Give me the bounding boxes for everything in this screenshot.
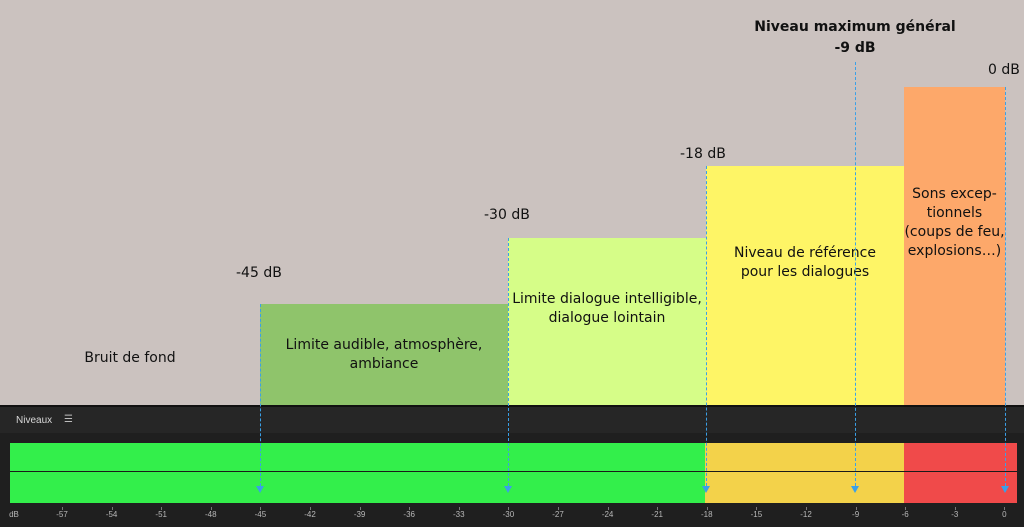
scale-tick-label: -51 bbox=[155, 510, 167, 519]
guide-arrow-minus-45 bbox=[256, 486, 264, 493]
guide-line-minus-30 bbox=[508, 238, 509, 486]
scale-tick-label: -54 bbox=[105, 510, 118, 519]
scale-tick-label: -18 bbox=[701, 510, 713, 519]
guide-arrow-minus-9 bbox=[851, 486, 859, 493]
scale-tick-mark bbox=[558, 507, 559, 510]
guide-line-minus-18 bbox=[706, 166, 707, 486]
scale-tick-mark bbox=[458, 507, 460, 510]
scale-tick-mark bbox=[260, 507, 262, 510]
max-level-value: -9 dB bbox=[834, 40, 876, 56]
guide-arrow-0 bbox=[1001, 486, 1009, 493]
level-label-minus-30: -30 dB bbox=[484, 207, 530, 223]
level-label-minus-45: -45 dB bbox=[236, 265, 282, 281]
scale-tick-mark bbox=[310, 507, 311, 510]
meter-header: Niveaux ☰ bbox=[0, 407, 1024, 433]
scale-tick-mark bbox=[806, 507, 807, 510]
guide-line-minus-45 bbox=[260, 304, 261, 486]
scale-tick-mark bbox=[508, 507, 510, 510]
scale-tick-label: 0 bbox=[1002, 510, 1007, 519]
zone-audible-limit: Limite audible, atmosphère, ambiance bbox=[260, 304, 508, 405]
level-label-0: 0 dB bbox=[988, 62, 1020, 78]
scale-tick-label: dB bbox=[9, 510, 19, 519]
scale-tick-mark bbox=[954, 507, 956, 510]
scale-tick-mark bbox=[62, 507, 63, 510]
zone-exceptional-sounds-label: Sons excep- tionnels (coups de feu, expl… bbox=[904, 186, 1005, 259]
scale-tick-label: -3 bbox=[951, 510, 959, 519]
scale-tick-label: -24 bbox=[601, 510, 614, 519]
scale-tick-label: -33 bbox=[453, 510, 465, 519]
scale-tick-mark bbox=[359, 507, 361, 510]
scale-tick-label: -21 bbox=[651, 510, 663, 519]
scale-tick-label: -15 bbox=[750, 510, 763, 519]
zone-background-noise: Bruit de fond bbox=[0, 340, 260, 376]
scale-tick-mark bbox=[161, 507, 163, 510]
scale-tick-label: -6 bbox=[901, 510, 909, 519]
scale-tick-label: -45 bbox=[254, 510, 267, 519]
zone-dialogue-reference: Niveau de référence pour les dialogues bbox=[706, 166, 904, 405]
zone-exceptional-sounds: Sons excep- tionnels (coups de feu, expl… bbox=[904, 87, 1005, 405]
scale-tick-mark bbox=[1004, 507, 1006, 510]
scale-tick-mark bbox=[111, 507, 113, 510]
scale-tick-mark bbox=[409, 507, 411, 510]
scale-tick-label: -12 bbox=[800, 510, 812, 519]
guide-line-minus-9 bbox=[855, 62, 856, 486]
guide-arrow-minus-18 bbox=[702, 486, 710, 493]
scale-tick-label: -9 bbox=[852, 510, 860, 519]
zone-intelligible-dialogue: Limite dialogue intelligible, dialogue l… bbox=[508, 238, 706, 405]
meter-scale: dB -57 -54 -51 -48 -45 -42 -39 -36 -33 -30 -27 -24 -2… bbox=[0, 507, 1024, 527]
zone-dialogue-reference-label: Niveau de référence pour les dialogues bbox=[734, 245, 876, 280]
scale-tick-mark bbox=[756, 507, 758, 510]
meter-bar-centerline bbox=[10, 471, 1017, 472]
zone-intelligible-dialogue-label: Limite dialogue intelligible, dialogue l… bbox=[512, 291, 702, 326]
scale-tick-mark bbox=[607, 507, 609, 510]
meter-bar-green-segment bbox=[10, 443, 705, 503]
scale-tick-mark bbox=[905, 507, 907, 510]
guide-arrow-minus-30 bbox=[504, 486, 512, 493]
scale-tick-label: -30 bbox=[502, 510, 515, 519]
level-label-minus-18: -18 dB bbox=[680, 146, 726, 162]
meter-bar-yellow-segment bbox=[705, 443, 904, 503]
zone-audible-limit-label: Limite audible, atmosphère, ambiance bbox=[285, 336, 483, 372]
zone-background-noise-label: Bruit de fond bbox=[84, 349, 176, 366]
scale-tick-label: -42 bbox=[304, 510, 316, 519]
meter-bar-red-segment bbox=[904, 443, 1017, 503]
scale-tick-label: -48 bbox=[205, 510, 217, 519]
scale-tick-mark bbox=[855, 507, 857, 510]
scale-tick-mark bbox=[657, 507, 659, 510]
scale-tick-label: -36 bbox=[403, 510, 415, 519]
scale-tick-label: -57 bbox=[56, 510, 68, 519]
levels-meter-panel: Niveaux ☰ dB -57 -54 -51 -48 -45 -42 -39 -36 -33 -… bbox=[0, 405, 1024, 527]
hamburger-menu-icon[interactable]: ☰ bbox=[64, 414, 73, 425]
max-level-title: Niveau maximum général bbox=[754, 19, 956, 35]
scale-tick-mark bbox=[706, 507, 708, 510]
scale-tick-mark bbox=[210, 507, 212, 510]
guide-line-0 bbox=[1005, 87, 1006, 486]
scale-tick-label: -39 bbox=[353, 510, 366, 519]
scale-tick-label: -27 bbox=[552, 510, 564, 519]
meter-title: Niveaux bbox=[16, 415, 53, 426]
